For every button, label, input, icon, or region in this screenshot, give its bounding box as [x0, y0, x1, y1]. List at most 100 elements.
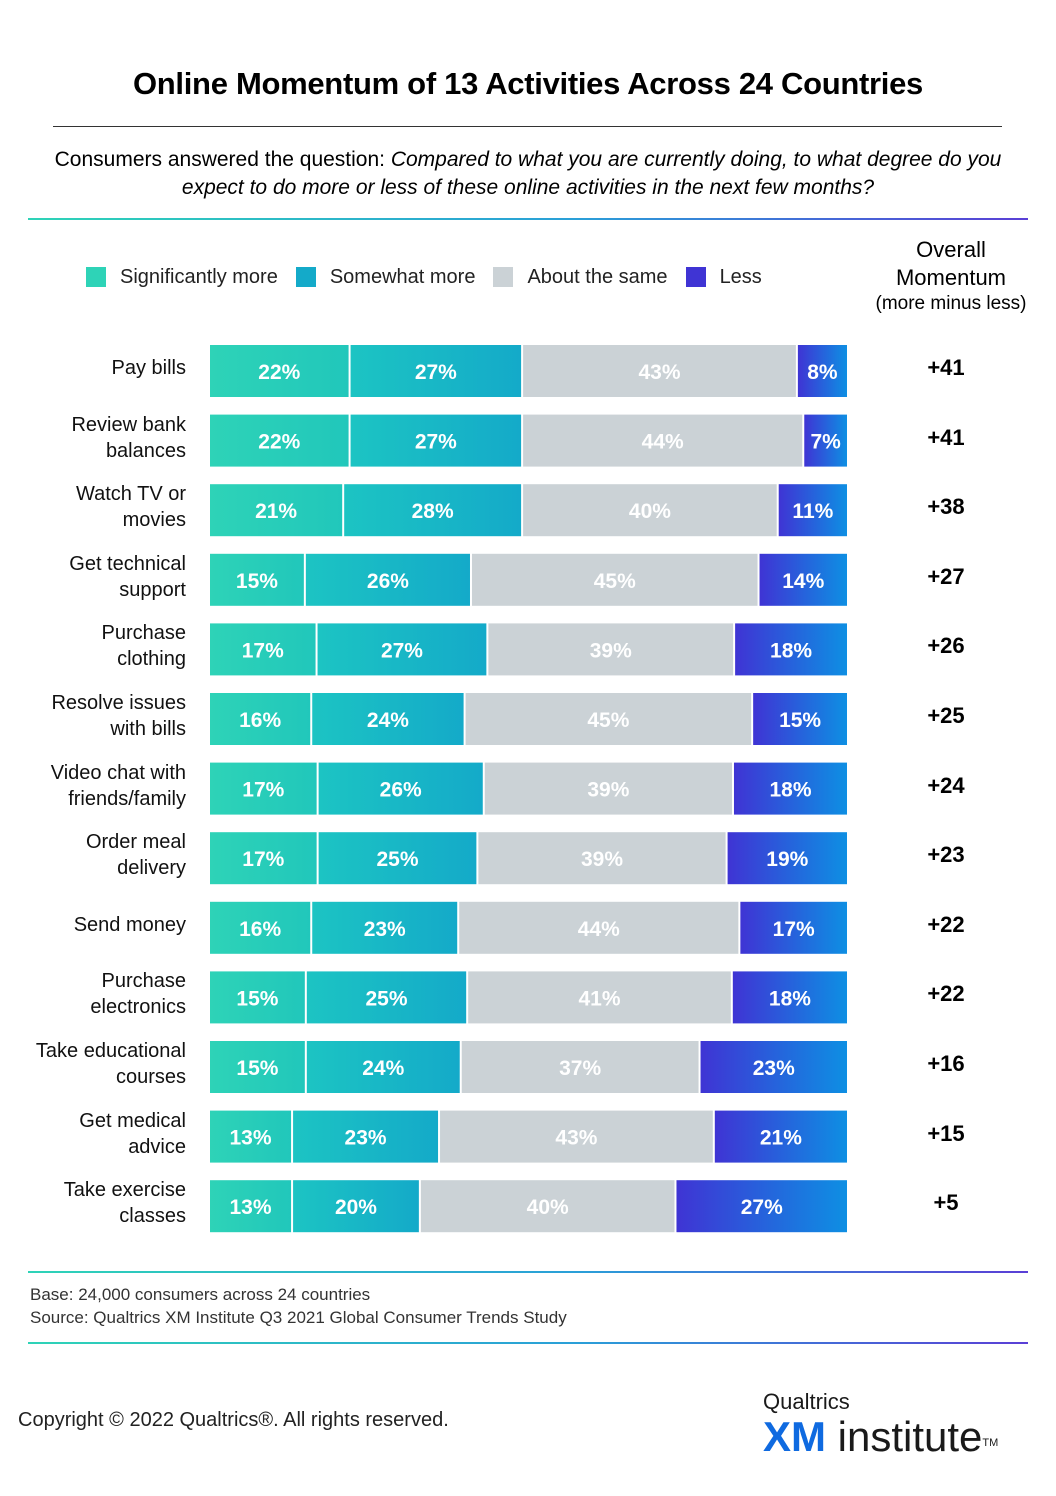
momentum-value: +24 [927, 772, 965, 798]
category-label: Get technical support [69, 552, 186, 601]
bar-segment-less [733, 762, 847, 815]
legend-swatch [493, 267, 514, 287]
data-label: 27% [415, 431, 457, 454]
data-label: 13% [230, 1127, 272, 1150]
momentum-header-line1: Overall [916, 237, 986, 262]
momentum-value: +5 [933, 1190, 959, 1216]
bar-segment-less [797, 345, 847, 397]
category-label: Watch TV or movies [75, 483, 186, 532]
title-divider [53, 126, 1002, 127]
bar-segment-less [714, 1110, 847, 1163]
base-note: Base: 24,000 consumers across 24 countri… [30, 1285, 371, 1304]
bar-segment-sig [210, 1041, 305, 1093]
data-label: 24% [362, 1057, 404, 1080]
bar-segment-less [700, 1041, 847, 1093]
bar-segment-same [461, 1041, 699, 1093]
bar-segment-same [471, 553, 758, 606]
data-label: 25% [365, 987, 407, 1010]
legend-item-same: About the same [493, 265, 668, 289]
data-label: 23% [364, 918, 406, 941]
legend-item-less: Less [685, 265, 762, 289]
bar-segment-less [778, 484, 847, 537]
bar-segment-same [465, 693, 752, 745]
legend-label: Less [719, 265, 762, 288]
category-label: Take educational courses [35, 1040, 186, 1088]
bar-segment-same [420, 1180, 675, 1233]
bar-segment-same [478, 832, 726, 885]
data-label: 17% [773, 918, 815, 941]
bar-segment-sig [210, 693, 311, 745]
bar-segment-same [523, 484, 777, 537]
data-label: 25% [376, 848, 418, 871]
category-label: Send money [73, 913, 186, 936]
bar-segment-sig [210, 1110, 292, 1163]
chart-legend: Significantly more Somewhat more About the… [86, 262, 780, 292]
bar-segment-less [740, 901, 847, 954]
momentum-value: +22 [927, 981, 965, 1007]
category-label: Pay bills [111, 357, 186, 379]
bar-segment-some [318, 832, 477, 885]
bar-segment-sig [210, 901, 311, 954]
category-label: Purchase electronics [90, 970, 186, 1019]
data-label: 15% [236, 987, 278, 1010]
legend-swatch [86, 267, 106, 287]
data-label: 39% [590, 639, 632, 662]
legend-label: About the same [527, 265, 668, 288]
data-label: 7% [810, 431, 841, 454]
bar-segment-less [753, 693, 847, 745]
legend-label: Somewhat more [329, 265, 476, 288]
momentum-header-line3: (more minus less) [875, 293, 1027, 314]
data-label: 40% [527, 1196, 569, 1219]
data-label: 24% [367, 709, 409, 732]
momentum-value: +23 [927, 842, 965, 868]
logo-tm: TM [982, 1437, 999, 1449]
data-label: 26% [367, 570, 409, 593]
data-label: 23% [345, 1127, 387, 1150]
data-label: 20% [335, 1196, 377, 1219]
bar-segment-sig [210, 1180, 292, 1233]
momentum-value: +41 [927, 355, 965, 380]
bar-segment-sig [210, 623, 316, 676]
data-label: 39% [587, 779, 629, 802]
data-label: 18% [770, 639, 812, 662]
category-label: Resolve issues with bills [51, 692, 186, 740]
bar-segment-same [459, 901, 739, 954]
bar-segment-some [293, 1180, 419, 1233]
momentum-value: +16 [927, 1051, 965, 1076]
momentum-value: +26 [927, 633, 965, 659]
momentum-header-line2: Momentum [895, 265, 1007, 290]
bar-segment-some [306, 1041, 460, 1093]
data-label: 23% [753, 1057, 795, 1080]
footer-divider-top [28, 1271, 1028, 1273]
bar-segment-some [317, 623, 487, 676]
legend-swatch [295, 267, 316, 287]
bar-segment-some [305, 553, 470, 606]
momentum-header: Overall Momentum (more minus less) [856, 236, 1046, 316]
copyright-text: Copyright © 2022 Qualtrics®. All rights … [18, 1409, 449, 1431]
bar-segment-sig [210, 414, 349, 467]
data-label: 43% [555, 1127, 597, 1150]
data-label: 18% [769, 779, 811, 802]
bar-segment-less [804, 414, 847, 467]
category-label: Take exercise classes [63, 1179, 186, 1228]
data-label: 18% [769, 987, 811, 1010]
data-label: 22% [258, 431, 300, 454]
source-note: Source: Qualtrics XM Institute Q3 2021 G… [30, 1308, 567, 1327]
data-label: 27% [381, 639, 423, 662]
data-label: 13% [230, 1196, 272, 1219]
bar-segment-some [318, 762, 483, 815]
bar-segment-same [440, 1110, 713, 1163]
logo-institute: institute [826, 1413, 983, 1460]
bar-segment-some [350, 414, 522, 467]
bar-segment-some [350, 345, 522, 397]
momentum-value: +38 [927, 494, 965, 520]
category-label: Order meal delivery [85, 831, 186, 880]
bar-segment-sig [210, 553, 304, 606]
bar-segment-sig [210, 762, 317, 815]
bar-segment-some [344, 484, 522, 537]
data-label: 41% [578, 987, 620, 1010]
data-label: 8% [807, 361, 838, 384]
data-label: 14% [782, 570, 824, 593]
data-label: 11% [792, 500, 833, 523]
bar-segment-same [488, 623, 734, 676]
